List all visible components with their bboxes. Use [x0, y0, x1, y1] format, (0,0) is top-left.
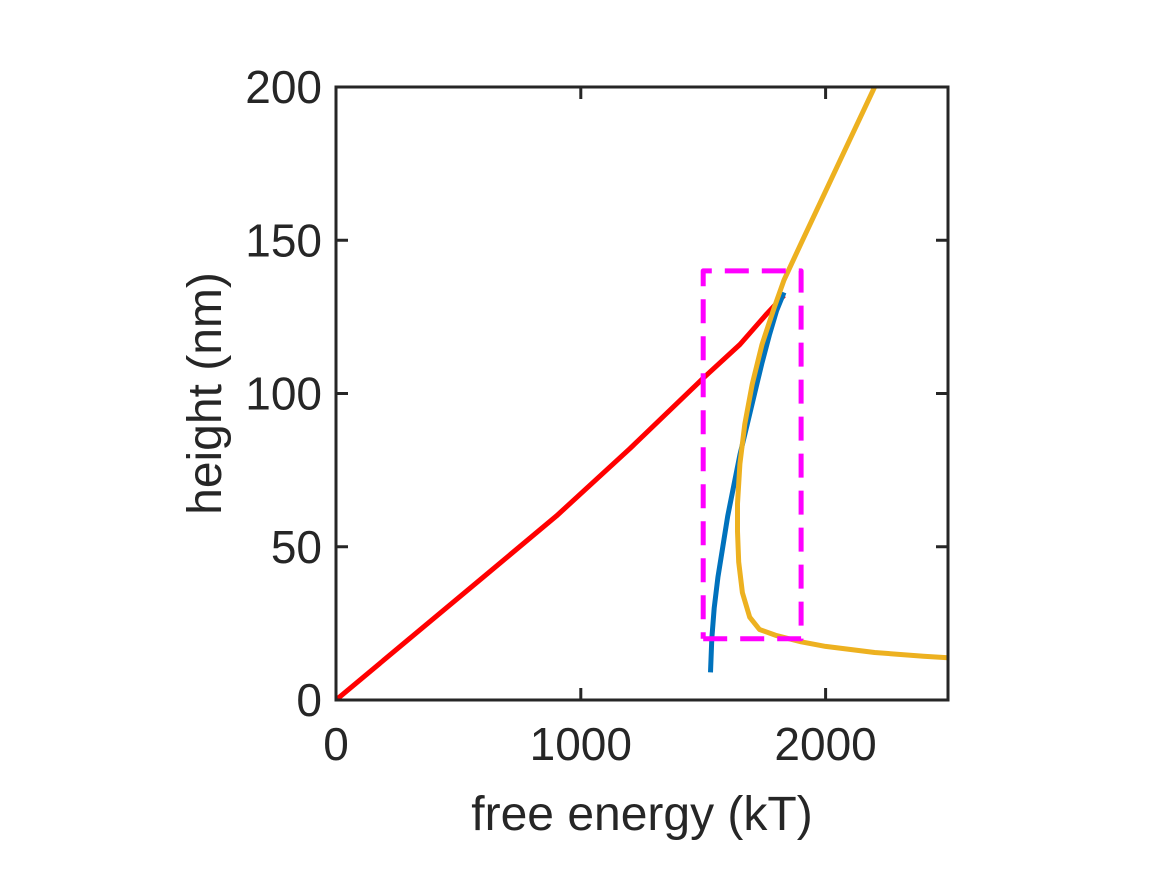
- y-axis-label: height (nm): [179, 272, 232, 515]
- x-tick-label: 2000: [774, 718, 876, 770]
- x-tick-label: 1000: [530, 718, 632, 770]
- y-tick-label: 200: [245, 61, 322, 113]
- y-tick-label: 150: [245, 214, 322, 266]
- series-layer: [336, 87, 948, 700]
- y-tick-label: 100: [245, 368, 322, 420]
- series-line-yellow: [735, 87, 948, 661]
- y-tick-label: 0: [296, 674, 322, 726]
- x-axis-label: free energy (kT): [471, 788, 812, 841]
- highlight-box: [700, 268, 804, 642]
- ticks-layer: 0 1000 2000 0 50 100 150 200: [245, 61, 948, 770]
- axes-frame: [334, 85, 950, 702]
- x-tick-label: 0: [323, 718, 349, 770]
- series-line-blue: [708, 291, 787, 673]
- series-line-red: [336, 293, 786, 700]
- y-tick-label: 50: [271, 521, 322, 573]
